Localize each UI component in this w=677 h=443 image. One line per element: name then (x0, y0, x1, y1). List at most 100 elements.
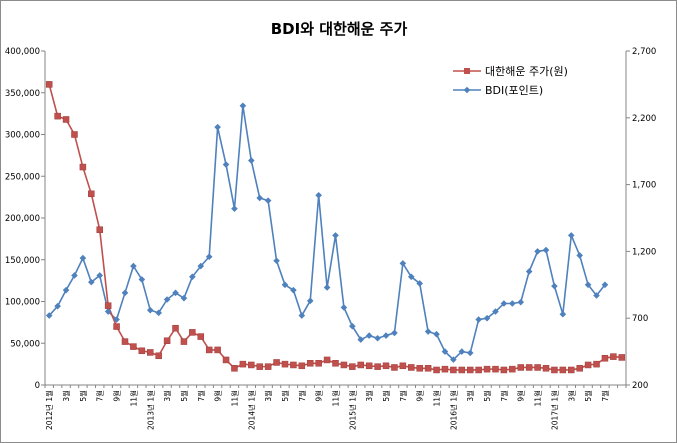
bdi-point (315, 191, 322, 199)
price-point (62, 116, 70, 123)
price-point (248, 361, 255, 369)
bdi-point (424, 328, 432, 335)
price-point (458, 366, 466, 374)
legend: 대한해운 주가(원) BDI(포인트) (453, 64, 568, 97)
price-point (290, 361, 297, 369)
bdi-point (551, 282, 558, 290)
price-point (205, 346, 213, 354)
bdi-point (458, 348, 466, 355)
x-tick-label: 2013년 1월 (145, 390, 155, 430)
bdi-point (475, 316, 482, 323)
bdi-point (492, 308, 499, 315)
bdi-point (349, 322, 356, 330)
price-point (618, 354, 626, 361)
x-tick-label: 2016년 1월 (448, 390, 458, 430)
bdi-point (130, 262, 137, 270)
bdi-point (96, 272, 104, 279)
left-y-tick-label: 0 (35, 381, 40, 391)
x-tick-label: 2012년 1월 (44, 390, 54, 430)
x-tick-label: 11월 (533, 390, 543, 407)
price-point (568, 366, 575, 374)
price-point (163, 337, 171, 344)
bdi-point (332, 232, 339, 239)
right-y-tick-label: 700 (632, 314, 648, 324)
x-tick-label: 11월 (331, 390, 341, 407)
left-y-tick-label: 350,000 (5, 89, 40, 99)
bdi-point (365, 332, 373, 339)
bdi-point (79, 254, 87, 262)
price-point (138, 347, 146, 355)
axes (44, 51, 627, 386)
x-tick-label: 5월 (583, 390, 593, 402)
bdi-point (273, 257, 280, 265)
bdi-point (298, 312, 306, 319)
left-y-tick-label: 100,000 (5, 298, 40, 308)
right-y-tick-label: 2,700 (632, 47, 656, 57)
price-point (466, 366, 474, 374)
bdi-point (407, 273, 415, 281)
x-tick-label: 5월 (280, 390, 290, 402)
price-point (492, 365, 499, 373)
series-line-1 (48, 105, 606, 361)
price-point (222, 356, 230, 364)
x-tick-label: 9월 (314, 390, 324, 402)
bdi-point (189, 273, 196, 281)
price-point (113, 323, 120, 330)
price-point (214, 346, 221, 354)
left-y-tick-label: 400,000 (5, 47, 40, 57)
price-point (593, 360, 600, 368)
bdi-point (62, 286, 70, 294)
x-tick-label: 2015년 1월 (347, 390, 357, 430)
price-point (500, 366, 508, 374)
bdi-point (239, 102, 247, 110)
bdi-point (323, 284, 331, 291)
bdi-point (264, 197, 272, 204)
x-tick-label: 9월 (415, 390, 425, 402)
bdi-point (382, 332, 390, 339)
left-y-tick-label: 200,000 (5, 214, 40, 224)
bdi-point (172, 289, 179, 297)
bdi-point (441, 348, 449, 355)
price-point (130, 343, 137, 350)
x-tick-label: 7월 (398, 390, 408, 402)
bdi-point (205, 253, 213, 261)
price-point (365, 362, 373, 370)
price-point (584, 361, 592, 369)
bdi-point (399, 260, 407, 267)
price-point (534, 364, 541, 371)
bdi-point (138, 276, 146, 283)
x-tick-label: 11월 (432, 390, 442, 407)
x-tick-label: 5월 (179, 390, 189, 402)
price-point (559, 366, 567, 374)
bdi-point (483, 314, 491, 322)
bdi-point (517, 298, 525, 306)
price-point (298, 362, 306, 370)
x-tick-label: 7월 (499, 390, 509, 402)
price-point (332, 360, 339, 367)
bdi-point (509, 300, 516, 307)
x-tick-label: 7월 (196, 390, 206, 402)
bdi-point (113, 316, 120, 323)
price-point (349, 363, 356, 370)
bdi-point (433, 330, 440, 338)
price-point (180, 338, 188, 345)
price-point (273, 359, 280, 366)
price-point (551, 366, 558, 374)
series-markers (45, 81, 626, 374)
bdi-point (357, 336, 365, 343)
x-tick-label: 2014년 1월 (246, 390, 256, 430)
x-tick-label: 3월 (61, 390, 71, 402)
price-point (71, 131, 78, 138)
x-tick-label: 2017년 1월 (549, 390, 559, 430)
series-lines (48, 84, 622, 371)
price-point (391, 364, 398, 371)
bdi-point (54, 302, 61, 310)
right-y-axis: 200 700 1,200 1,700 2,200 2,700 (626, 47, 656, 391)
bdi-point (567, 232, 575, 239)
bdi-point (306, 297, 314, 305)
legend-diamond-marker (463, 86, 471, 94)
bdi-point (534, 248, 541, 255)
price-point (79, 163, 87, 171)
price-point (239, 360, 247, 368)
